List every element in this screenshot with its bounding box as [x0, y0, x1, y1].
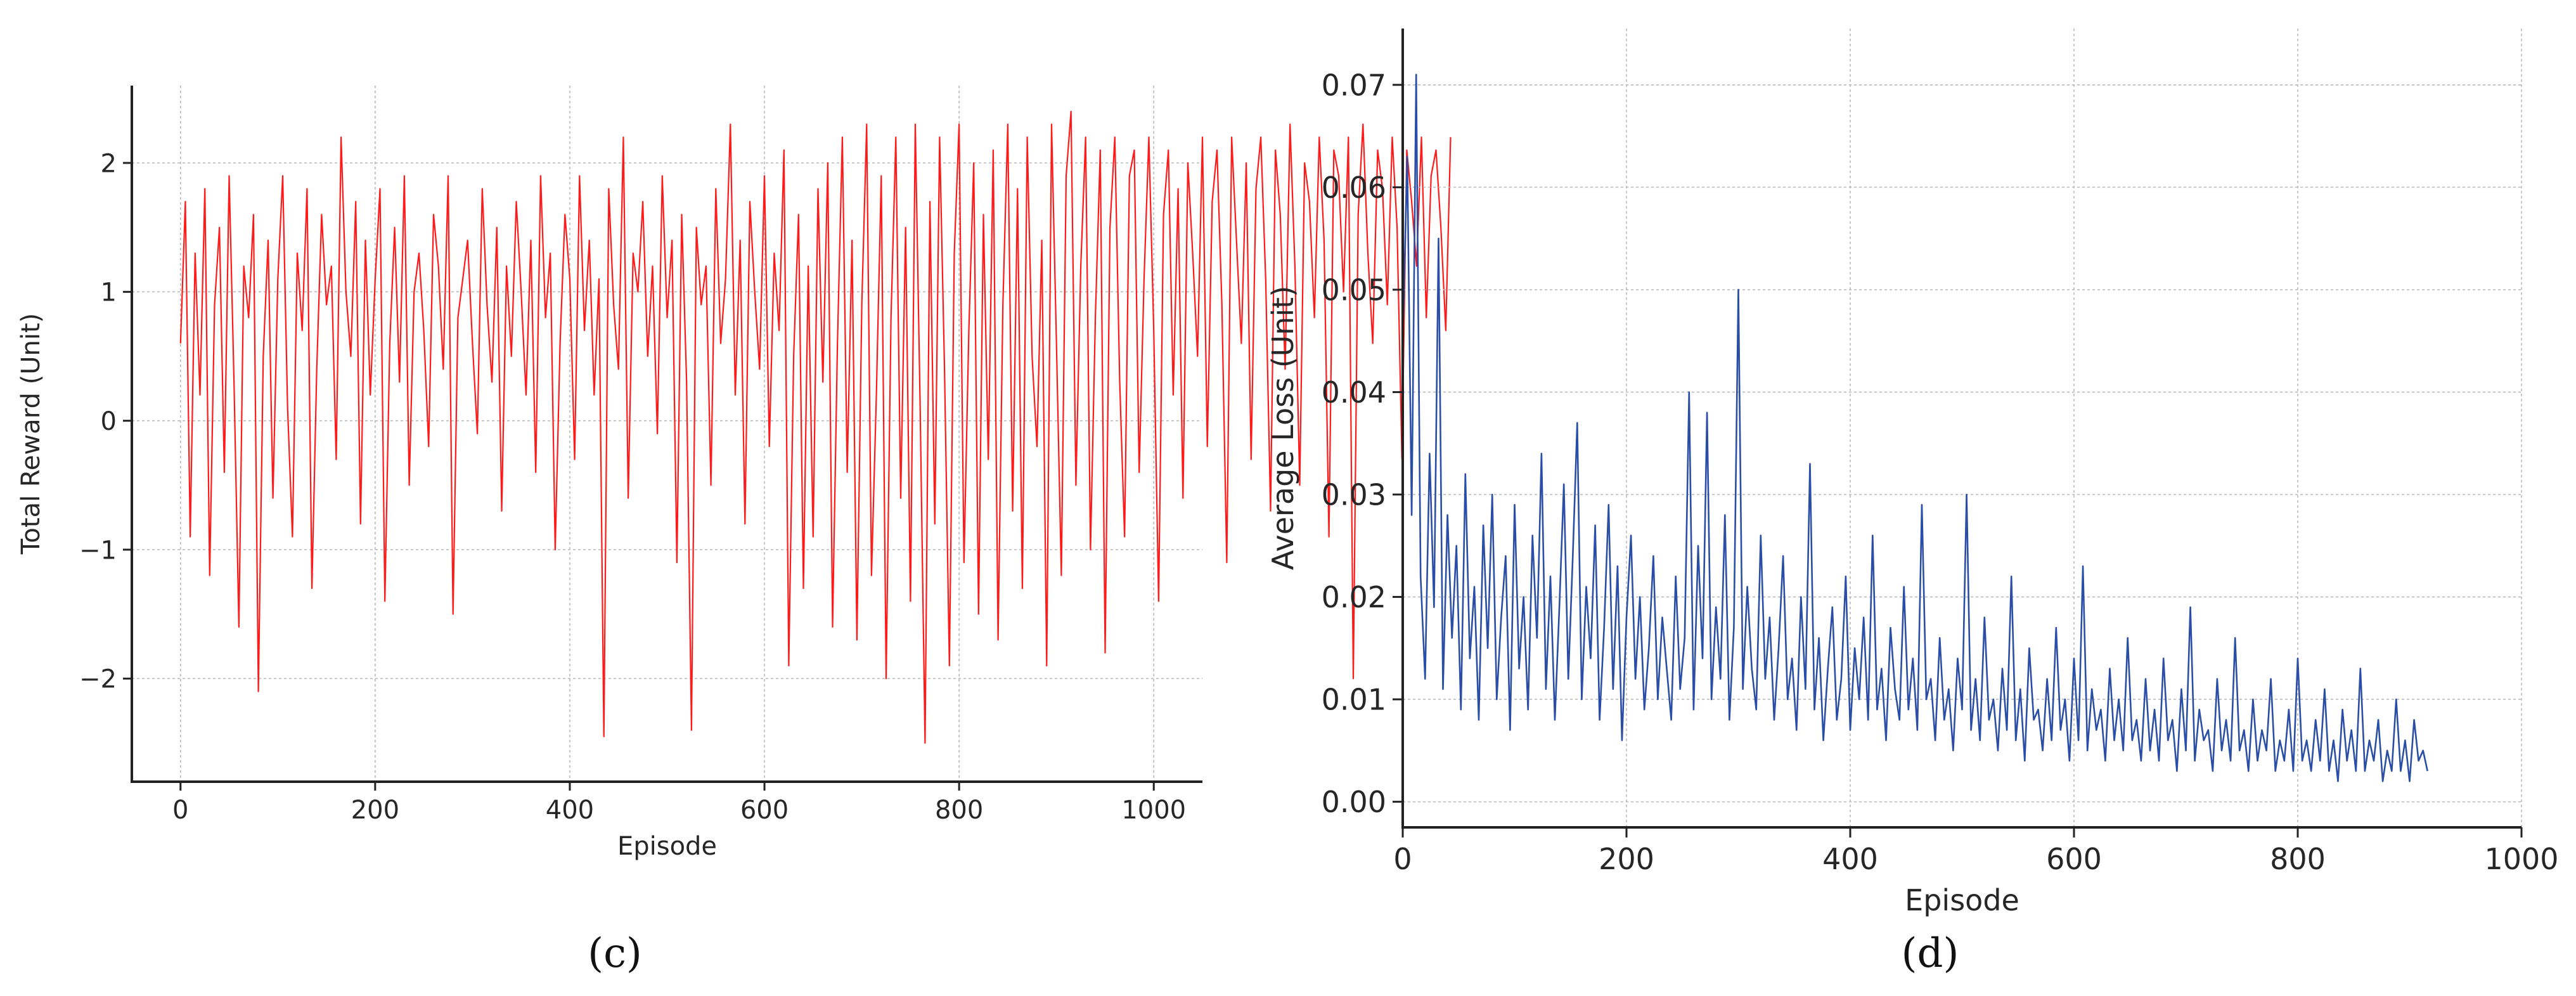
loss-y-tick-label: 0.02 — [1322, 580, 1386, 614]
loss-x-tick-label: 0 — [1393, 842, 1412, 876]
loss-y-tick-label: 0.01 — [1322, 683, 1386, 717]
reward-y-tick-label: −2 — [79, 665, 117, 694]
reward-ticks: 0 200 400 600 800 1000 −2 −1 0 1 2 — [79, 149, 1186, 825]
loss-y-axis-label: Average Loss (Unit) — [1266, 286, 1300, 571]
reward-x-tick-label: 0 — [172, 796, 188, 825]
reward-x-tick-label: 600 — [740, 796, 789, 825]
reward-y-axis-label: Total Reward (Unit) — [16, 313, 46, 555]
reward-panel-caption: (c) — [588, 930, 642, 977]
loss-x-tick-label: 600 — [2046, 842, 2102, 876]
loss-y-tick-label: 0.04 — [1322, 375, 1386, 410]
reward-series-layer — [179, 110, 1452, 744]
loss-x-tick-label: 200 — [1599, 842, 1654, 876]
reward-y-tick-label: 1 — [101, 278, 117, 307]
loss-y-tick-label: 0.06 — [1322, 171, 1386, 205]
reward-chart: 0 200 400 600 800 1000 −2 −1 0 1 2 Episode Total R… — [16, 86, 1452, 977]
loss-x-tick-label: 400 — [1822, 842, 1878, 876]
reward-series-line — [179, 110, 1452, 744]
loss-series-layer — [1401, 74, 2428, 782]
loss-x-tick-label: 800 — [2270, 842, 2326, 876]
loss-y-tick-label: 0.00 — [1322, 785, 1386, 819]
reward-x-tick-label: 800 — [935, 796, 983, 825]
reward-x-axis-label: Episode — [617, 832, 717, 861]
loss-y-tick-label: 0.03 — [1322, 478, 1386, 512]
reward-y-tick-label: 0 — [101, 407, 117, 436]
loss-chart: 0 200 400 600 800 1000 0.00 0.01 0.02 0.03 0.04 0.0… — [1266, 29, 2559, 977]
loss-series-line — [1401, 74, 2428, 782]
reward-x-tick-label: 400 — [546, 796, 594, 825]
loss-x-axis-label: Episode — [1905, 883, 2019, 917]
loss-x-tick-label: 1000 — [2484, 842, 2558, 876]
loss-ticks: 0 200 400 600 800 1000 0.00 0.01 0.02 0.03 0.04 0.0… — [1322, 68, 2559, 876]
loss-panel-caption: (d) — [1902, 930, 1959, 977]
reward-x-tick-label: 200 — [351, 796, 399, 825]
reward-axes-spines — [131, 86, 1202, 783]
loss-y-tick-label: 0.05 — [1322, 273, 1386, 307]
reward-y-tick-label: 2 — [101, 149, 117, 178]
reward-y-tick-label: −1 — [79, 536, 117, 565]
reward-x-tick-label: 1000 — [1121, 796, 1186, 825]
loss-y-tick-label: 0.07 — [1322, 68, 1386, 102]
